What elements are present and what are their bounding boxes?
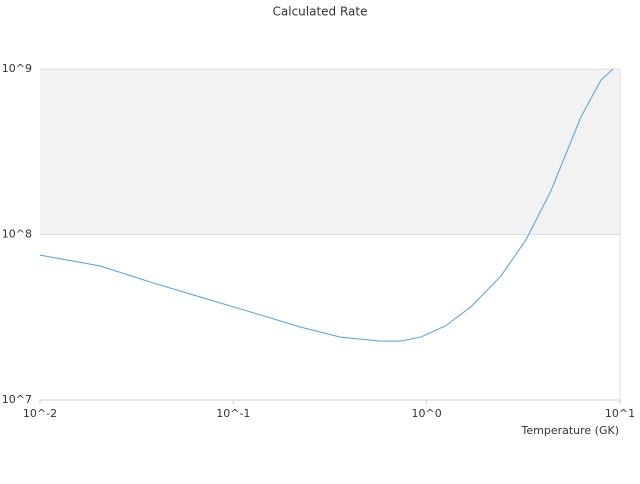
data-line bbox=[39, 68, 614, 342]
x-axis-label: Temperature (GK) bbox=[521, 424, 620, 437]
x-tick-label: 10^1 bbox=[605, 407, 635, 420]
y-tick-label: 10^8 bbox=[2, 228, 32, 241]
grid-band bbox=[40, 69, 620, 235]
y-tick-label: 10^7 bbox=[2, 393, 32, 406]
chart-title: Calculated Rate bbox=[273, 5, 368, 19]
x-tick-label: 10^-2 bbox=[23, 407, 57, 420]
y-tick-label: 10^9 bbox=[2, 62, 32, 75]
x-tick-label: 10^-1 bbox=[216, 407, 250, 420]
x-tick-label: 10^0 bbox=[412, 407, 442, 420]
